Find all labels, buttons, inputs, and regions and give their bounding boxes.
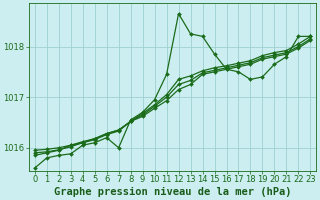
X-axis label: Graphe pression niveau de la mer (hPa): Graphe pression niveau de la mer (hPa) [54,186,291,197]
